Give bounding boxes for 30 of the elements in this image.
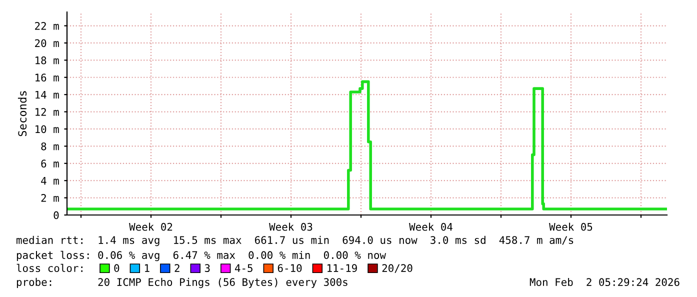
text: Mon Feb 2 05:29:24 2026 [530,278,680,286]
legend-label: 20/20 [382,264,412,273]
y-tick-label: 22 m [35,22,59,30]
y-axis-title: Seconds [18,91,27,136]
y-tick-label: 8 m [41,142,59,150]
legend-label: 4-5 [234,264,252,272]
y-tick-label: 6 m [41,160,59,168]
y-tick-label: 10 m [36,125,59,134]
legend-label: 1 [145,264,150,272]
text: median rtt: 1.4 ms avg 15.5 ms max 661.7 us min 694.0 us now 3.0 ms sd 458.7 m am/s [16,236,574,246]
y-tick-label: 18 m [36,56,59,64]
y-tick-label: 16 m [36,74,59,82]
x-tick-label: Week 03 [269,222,312,231]
y-tick-label: 2 m [41,194,59,202]
x-tick-label: Week 05 [549,222,592,231]
legend-label: 11-19 [328,264,357,272]
y-tick-label: 12 m [36,108,59,116]
text: packet loss: 0.06 % avg 6.47 % max 0.00 % min 0.00 % now [16,250,386,262]
x-tick-label: Week 04 [409,222,452,231]
legend-label: 0 [114,264,120,272]
legend-label: 3 [204,264,210,272]
legend-title: loss color: [16,264,82,272]
y-tick-label: 0 [54,211,59,220]
legend-label: 6-10 [278,264,302,272]
text: probe: 20 ICMP Echo Pings (56 Bytes) every 300s [16,278,348,288]
y-tick-label: 4 m [41,176,59,185]
y-tick-label: 20 m [35,39,59,48]
y-tick-label: 14 m [36,90,59,99]
legend-label: 2 [174,264,180,272]
x-tick-label: Week 02 [129,222,172,231]
